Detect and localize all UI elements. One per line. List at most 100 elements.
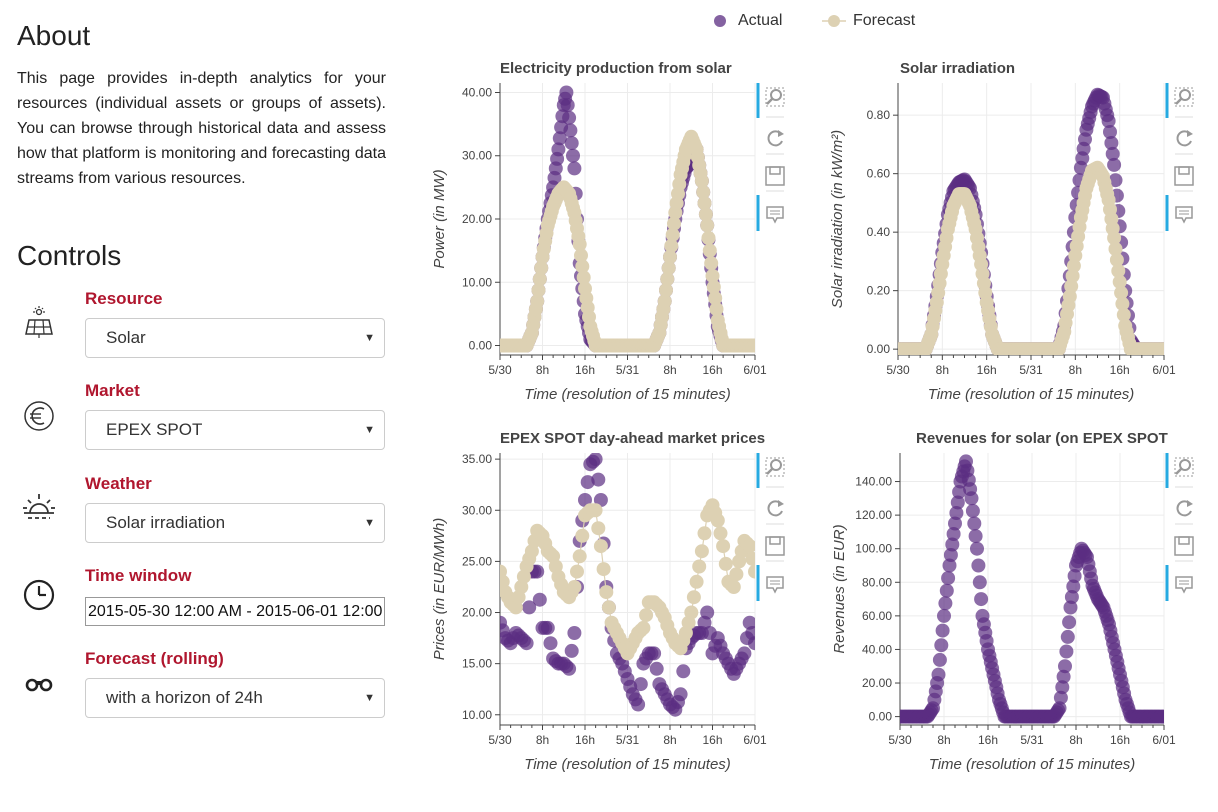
- forecast-point: [689, 574, 704, 589]
- actual-point: [647, 646, 662, 661]
- hover-icon: [1175, 206, 1193, 224]
- actual-point: [633, 677, 648, 692]
- caret-down-icon: ▼: [364, 424, 375, 436]
- reset-icon: [766, 500, 784, 525]
- forecast-point: [1109, 252, 1124, 267]
- chart-toolbar: [1165, 453, 1194, 601]
- resource-select[interactable]: Solar ▼: [85, 318, 385, 358]
- y-tick-label: 0.80: [867, 108, 891, 122]
- x-tick-label: 8h: [663, 363, 676, 377]
- forecast-point: [748, 338, 755, 353]
- actual-point: [937, 608, 951, 623]
- y-tick-label: 140.00: [855, 475, 892, 489]
- chart-title: Revenues for solar (on EPEX SPOT: [916, 430, 1168, 447]
- x-tick-label: 5/31: [616, 363, 640, 377]
- forecast-point: [697, 196, 712, 211]
- x-tick-label: 5/30: [488, 733, 512, 747]
- y-tick-label: 20.00: [862, 676, 892, 690]
- y-tick-label: 120.00: [855, 508, 892, 522]
- weather-select[interactable]: Solar irradiation ▼: [85, 503, 385, 543]
- time-window-label: Time window: [85, 566, 192, 585]
- actual-point: [551, 142, 566, 157]
- solar-panel-icon: [25, 306, 53, 338]
- x-tick-label: 6/01: [743, 733, 767, 747]
- hover-icon: [1175, 576, 1193, 594]
- forecast-point: [664, 238, 679, 253]
- forecast-point: [698, 207, 713, 222]
- forecast-point: [701, 231, 716, 245]
- actual-point: [563, 123, 578, 138]
- forecast-point: [1062, 289, 1077, 304]
- plot-area: [898, 87, 1164, 355]
- forecast-point: [710, 513, 725, 528]
- actual-point: [631, 697, 646, 712]
- forecast-point: [575, 259, 590, 274]
- actual-point: [562, 661, 577, 676]
- actual-point: [532, 592, 547, 607]
- y-tick-label: 30.00: [462, 503, 492, 517]
- resource-label: Resource: [85, 289, 163, 308]
- save-icon: [765, 166, 785, 192]
- actual-point: [567, 161, 582, 176]
- y-tick-label: 100.00: [855, 542, 892, 556]
- x-tick-label: 8h: [536, 363, 549, 377]
- forecast-series: [500, 129, 755, 353]
- actual-point: [745, 626, 755, 640]
- forecast-point: [588, 503, 603, 518]
- forecast-point: [1115, 296, 1130, 311]
- actual-point: [1055, 680, 1070, 695]
- actual-point: [673, 687, 688, 702]
- solar-production-chart: Electricity production from solar 5/30 8h 1…: [431, 60, 785, 403]
- x-tick-label: 16h: [702, 733, 722, 747]
- actual-point: [593, 493, 608, 507]
- clock-icon: [23, 579, 55, 611]
- x-tick-label: 16h: [575, 733, 595, 747]
- actual-point: [952, 485, 967, 499]
- actual-point: [552, 131, 567, 146]
- forecast-point: [708, 291, 723, 306]
- actual-point: [562, 110, 577, 125]
- legend-forecast-label: Forecast: [853, 12, 916, 29]
- euro-icon: [24, 401, 54, 431]
- forecast-point: [531, 283, 546, 298]
- legend-forecast-marker: [828, 15, 840, 27]
- y-axis-label: Revenues (in EUR): [831, 524, 848, 653]
- market-select[interactable]: EPEX SPOT ▼: [85, 410, 385, 450]
- forecast-select[interactable]: with a horizon of 24h ▼: [85, 678, 385, 718]
- save-icon: [1174, 166, 1194, 192]
- forecast-point: [657, 294, 672, 309]
- actual-point: [530, 564, 545, 579]
- actual-point: [1107, 157, 1122, 172]
- x-tick-label: 5/30: [888, 733, 912, 747]
- forecast-point: [700, 218, 715, 233]
- time-window-input[interactable]: 2015-05-30 12:00 AM - 2015-06-01 12:00 A…: [85, 597, 385, 626]
- forecast-point: [742, 539, 755, 554]
- chart-toolbar: [756, 453, 785, 601]
- actual-point: [1053, 690, 1068, 705]
- y-tick-label: 0.00: [867, 342, 891, 356]
- actual-series: [900, 454, 1164, 724]
- actual-point: [540, 620, 555, 635]
- about-text: This page provides in-depth analytics fo…: [17, 70, 386, 187]
- x-tick-label: 6/01: [1152, 363, 1176, 377]
- y-tick-label: 0.20: [867, 284, 891, 298]
- forecast-point: [572, 237, 587, 252]
- forecast-point: [1116, 307, 1131, 322]
- actual-point: [1066, 579, 1081, 594]
- reset-icon: [766, 130, 784, 155]
- chart-toolbar: [1165, 83, 1194, 231]
- x-tick-label: 5/31: [1020, 733, 1044, 747]
- actual-point: [1062, 615, 1077, 630]
- x-tick-label: 5/30: [488, 363, 512, 377]
- x-tick-label: 8h: [937, 733, 950, 747]
- actual-point: [564, 643, 579, 658]
- forecast-point: [748, 564, 755, 579]
- forecast-series: [500, 498, 755, 661]
- forecast-point: [570, 564, 584, 579]
- forecast-point: [661, 261, 676, 275]
- x-tick-label: 6/01: [1152, 733, 1176, 747]
- x-tick-label: 8h: [663, 733, 676, 747]
- x-tick-label: 5/30: [886, 363, 910, 377]
- plot-area: [900, 454, 1164, 724]
- weather-select-value: Solar irradiation: [106, 513, 226, 532]
